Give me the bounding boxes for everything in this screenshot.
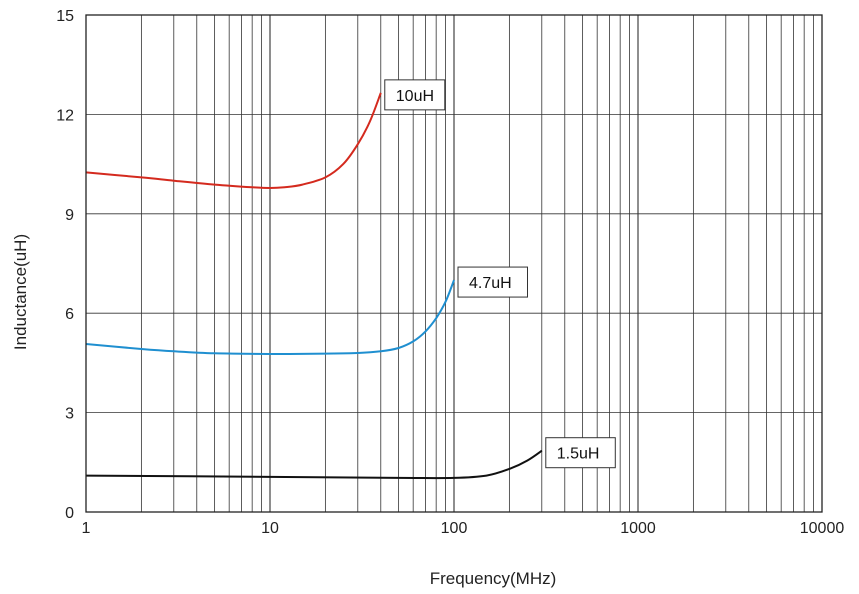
- y-axis-title: Inductance(uH): [11, 234, 30, 350]
- series-callout-box: [545, 437, 616, 469]
- series-line: [85, 449, 543, 480]
- grid: [86, 15, 822, 512]
- tick-labels: 1 10 100 1000 10000 0 3 6 9 12 15: [56, 8, 844, 537]
- y-tick-label: 12: [56, 107, 74, 124]
- plot-frame: [85, 14, 823, 513]
- series-callouts: 10uH 4.7uH 1.5uH: [384, 79, 616, 469]
- series-callout-label: 1.5uH: [557, 446, 600, 463]
- y-tick-label: 9: [65, 207, 74, 224]
- x-axis-title: Frequency(MHz): [430, 569, 557, 588]
- x-tick-label: 100: [441, 520, 468, 537]
- series-line: [85, 92, 382, 190]
- x-tick-label: 1000: [620, 520, 656, 537]
- series-callout-box: [384, 79, 446, 111]
- series-lines: [85, 92, 543, 480]
- series-callout-label: 4.7uH: [469, 275, 512, 292]
- y-tick-label: 6: [65, 306, 74, 323]
- y-tick-label: 3: [65, 406, 74, 423]
- series-callout-box: [457, 266, 528, 298]
- x-tick-label: 10000: [800, 520, 845, 537]
- y-tick-label: 0: [65, 505, 74, 522]
- y-tick-label: 15: [56, 8, 74, 25]
- x-tick-label: 1: [82, 520, 91, 537]
- series-line: [85, 279, 455, 356]
- series-callout-label: 10uH: [396, 88, 434, 105]
- x-tick-label: 10: [261, 520, 279, 537]
